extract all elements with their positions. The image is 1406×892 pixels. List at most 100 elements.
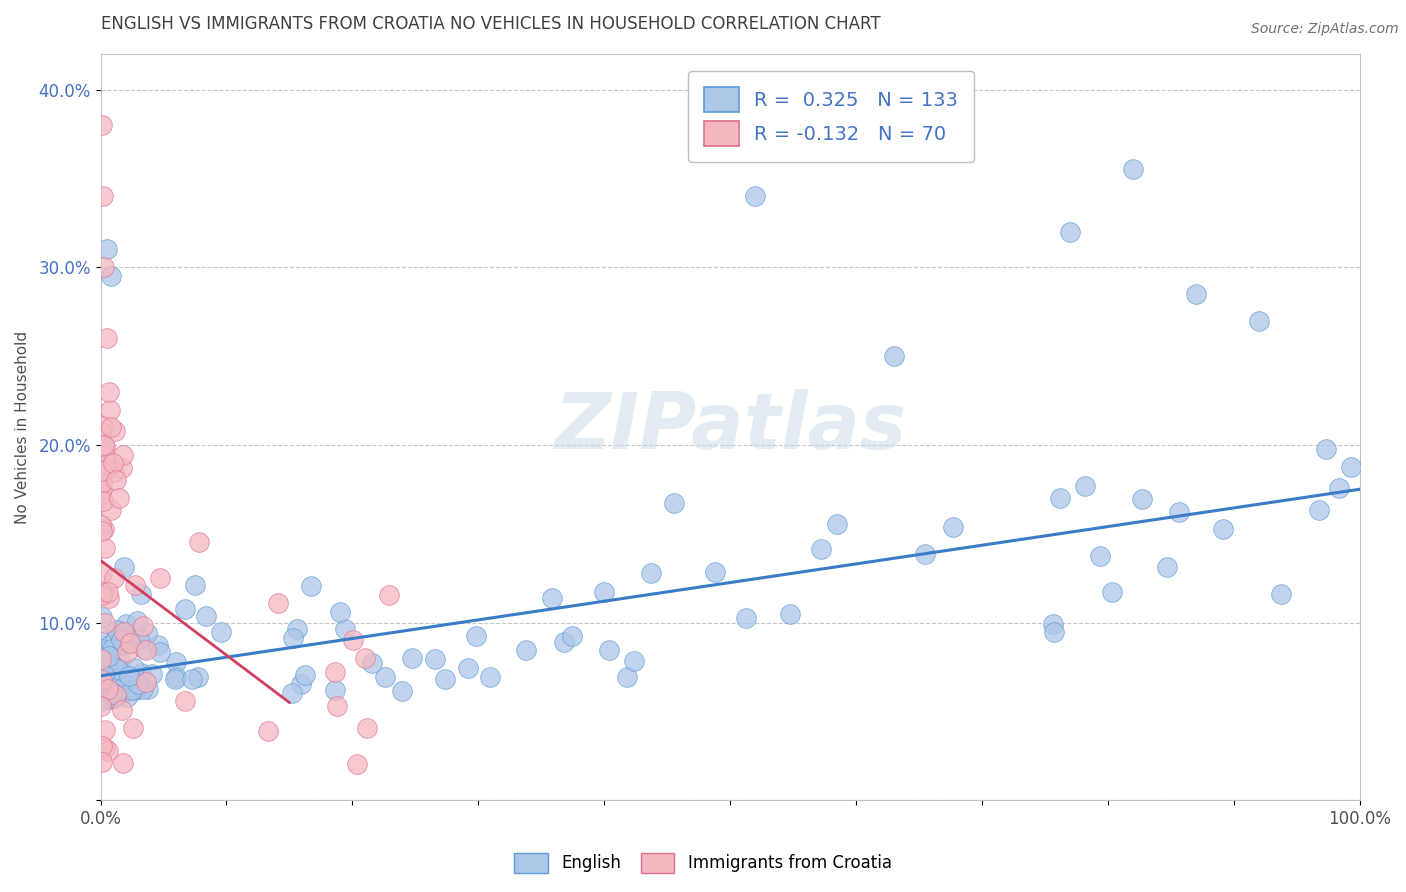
Point (180, 672, 202, 686)
Point (187, 671, 209, 685)
Point (100, 269, 122, 284)
Point (744, 189, 766, 203)
Point (100, 502, 122, 516)
Point (112, 559, 135, 574)
Point (149, 571, 172, 585)
Point (104, 660, 127, 674)
Point (117, 645, 139, 659)
Point (107, 683, 129, 698)
Point (97, 672, 120, 686)
Point (108, 670, 131, 684)
Point (1059, 225, 1081, 239)
Point (1042, 616, 1064, 631)
Point (100, 637, 122, 651)
Point (90, 425, 112, 440)
Point (434, 672, 457, 686)
Text: ZIPatlas: ZIPatlas (554, 389, 905, 465)
Point (141, 666, 163, 681)
Point (135, 675, 157, 690)
Point (779, 607, 801, 622)
Point (735, 611, 758, 625)
Point (90, 739, 112, 754)
Point (107, 679, 129, 693)
Point (91, 755, 114, 769)
Point (112, 624, 135, 639)
Point (1088, 549, 1111, 563)
Point (662, 496, 685, 510)
Point (209, 624, 232, 639)
Point (124, 683, 146, 698)
Point (479, 670, 502, 684)
Point (335, 622, 357, 636)
Point (93, 449, 115, 463)
Point (540, 591, 562, 606)
Point (146, 639, 169, 653)
Point (90, 486, 112, 500)
Point (108, 639, 131, 653)
Point (294, 668, 316, 682)
Point (93, 522, 115, 536)
Point (111, 461, 134, 475)
Point (94, 461, 117, 475)
Point (184, 578, 207, 592)
Point (117, 690, 139, 705)
Point (1122, 162, 1144, 177)
Point (121, 682, 143, 697)
Point (165, 655, 187, 669)
Point (122, 721, 145, 735)
Point (1340, 459, 1362, 474)
Point (96, 331, 118, 345)
Point (93, 585, 115, 599)
Point (97, 691, 120, 706)
Point (346, 756, 368, 771)
Point (110, 672, 132, 686)
Point (98, 384, 121, 399)
Point (942, 520, 965, 534)
Point (810, 542, 832, 557)
Point (120, 636, 142, 650)
Point (323, 665, 346, 680)
Point (401, 651, 423, 665)
Point (103, 690, 125, 705)
Point (90, 441, 112, 455)
Point (97, 585, 120, 599)
Point (457, 661, 479, 675)
Point (598, 642, 620, 657)
Point (118, 632, 141, 647)
Point (104, 425, 127, 439)
Point (114, 616, 136, 631)
Point (290, 677, 312, 691)
Point (165, 672, 187, 686)
Point (112, 756, 135, 770)
Point (1329, 481, 1351, 495)
Point (124, 578, 146, 592)
Point (353, 651, 375, 665)
Point (91, 673, 114, 688)
Point (91, 189, 114, 203)
Point (640, 566, 662, 581)
Point (132, 682, 155, 697)
Point (118, 669, 141, 683)
Point (125, 615, 148, 629)
Point (111, 679, 134, 693)
Point (96, 656, 118, 670)
Point (91, 630, 114, 644)
Point (1168, 504, 1191, 518)
Point (93, 438, 115, 452)
Point (122, 661, 145, 675)
Point (104, 659, 127, 673)
Point (1043, 625, 1066, 640)
Point (111, 686, 134, 700)
Point (97, 682, 120, 697)
Point (515, 643, 537, 657)
Point (391, 683, 413, 698)
Point (465, 629, 488, 643)
Point (129, 587, 152, 601)
Point (1185, 286, 1208, 301)
Point (114, 667, 136, 681)
Point (110, 654, 132, 668)
Point (561, 629, 583, 643)
Point (91, 482, 114, 496)
Point (323, 682, 346, 697)
Point (883, 349, 905, 363)
